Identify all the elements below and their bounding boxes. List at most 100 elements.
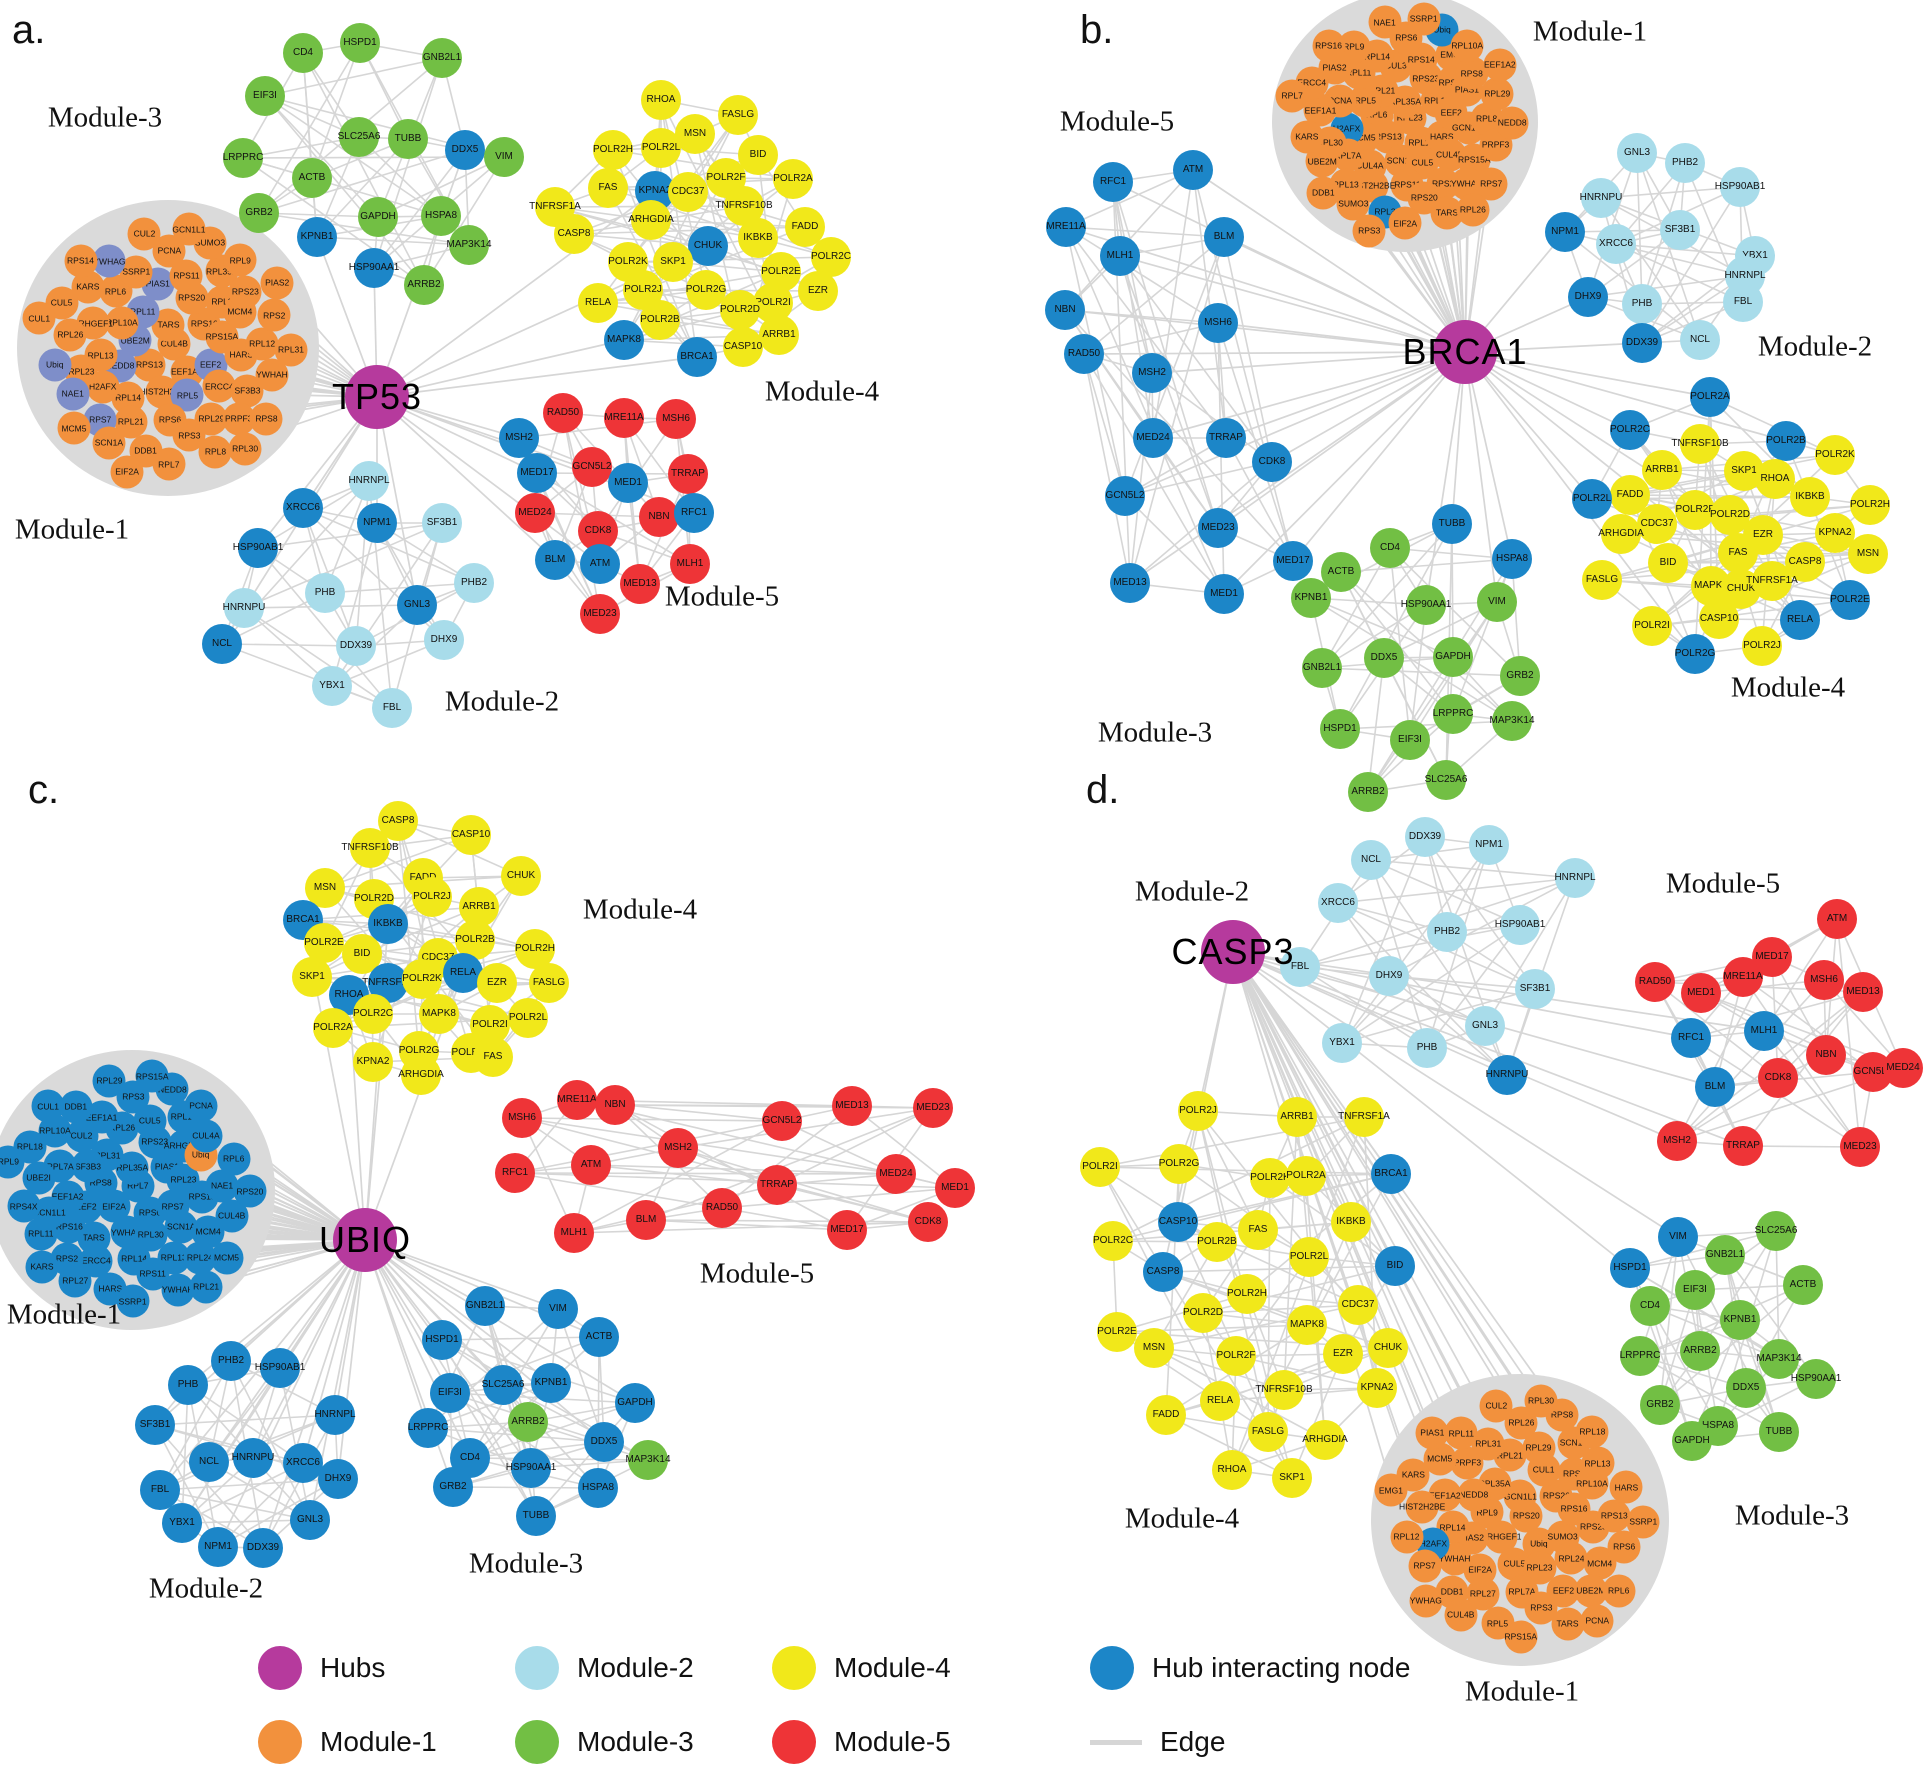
node-hnrnpu[interactable]: HNRNPU [232,1438,274,1478]
node-trrap[interactable]: TRRAP [1723,1126,1763,1166]
node-ybx1[interactable]: YBX1 [162,1503,202,1543]
node-polr2h[interactable]: POLR2H [515,929,555,969]
node-rpl24[interactable]: RPL24 [1554,1541,1588,1575]
node-arrb2[interactable]: ARRB2 [404,265,444,305]
node-ywhah[interactable]: YWHAH [1438,1542,1472,1576]
node-rpl30[interactable]: RPL30 [1524,1384,1558,1418]
node-hsp90ab1[interactable]: HSP90AB1 [233,528,283,568]
node-rpl6[interactable]: RPL6 [1602,1574,1636,1608]
node-pias1[interactable]: PIAS1 [1415,1416,1449,1450]
node-fas[interactable]: FAS [588,168,628,208]
node-rad50[interactable]: RAD50 [702,1188,742,1228]
node-rps4x[interactable]: RPS4X [7,1189,41,1223]
node-phb2[interactable]: PHB2 [1427,912,1467,952]
node-cul1[interactable]: CUL1 [22,301,56,335]
node-slc25a6[interactable]: SLC25A6 [1755,1211,1797,1251]
node-map3k14[interactable]: MAP3K14 [625,1440,671,1480]
node-ube2i[interactable]: UBE2I [22,1161,56,1195]
node-faslg[interactable]: FASLG [1248,1412,1288,1452]
node-skp1[interactable]: SKP1 [653,242,693,282]
node-polr2a[interactable]: POLR2A [1286,1156,1326,1196]
node-casp10[interactable]: CASP10 [1699,599,1739,639]
node-msn[interactable]: MSN [675,114,715,154]
node-emg1[interactable]: EMG1 [1374,1473,1408,1507]
node-rps20[interactable]: RPS20 [233,1174,267,1208]
node-arhgdia[interactable]: ARHGDIA [1598,514,1644,554]
node-cd4[interactable]: CD4 [1630,1286,1670,1326]
node-sf3b1[interactable]: SF3B1 [1660,210,1700,250]
node-scn1a[interactable]: SCN1A [92,426,126,460]
node-map3k14[interactable]: MAP3K14 [446,225,492,265]
node-casp10[interactable]: CASP10 [1158,1202,1198,1242]
node-mre11a[interactable]: MRE11A [1046,207,1086,247]
node-tubb[interactable]: TUBB [516,1496,556,1536]
node-bid[interactable]: BID [1648,543,1688,583]
node-actb[interactable]: ACTB [1321,552,1361,592]
node-gnb2l1[interactable]: GNB2L1 [1705,1235,1745,1275]
node-grb2[interactable]: GRB2 [239,193,279,233]
node-xrcc6[interactable]: XRCC6 [283,488,323,528]
node-faslg[interactable]: FASLG [1582,560,1622,600]
node-gnb2l1[interactable]: GNB2L1 [1302,648,1342,688]
node-hnrnpl[interactable]: HNRNPL [1554,858,1596,898]
node-map3k14[interactable]: MAP3K14 [1489,701,1535,741]
node-fbl[interactable]: FBL [1280,947,1320,987]
node-eif3i[interactable]: EIF3I [430,1373,470,1413]
node-polr2c[interactable]: POLR2C [811,237,851,277]
node-mre11a[interactable]: MRE11A [604,398,644,438]
node-pcna[interactable]: PCNA [1580,1604,1614,1638]
node-ezr[interactable]: EZR [798,271,838,311]
node-med24[interactable]: MED24 [515,493,555,533]
node-actb[interactable]: ACTB [1783,1265,1823,1305]
node-tnfrsf1a[interactable]: TNFRSF1A [1746,561,1798,601]
node-fas[interactable]: FAS [1718,533,1758,573]
node-vim[interactable]: VIM [484,137,524,177]
node-xrcc6[interactable]: XRCC6 [1318,883,1358,923]
node-npm1[interactable]: NPM1 [357,503,397,543]
node-rfc1[interactable]: RFC1 [674,493,714,533]
node-tubb[interactable]: TUBB [388,119,428,159]
node-mlh1[interactable]: MLH1 [1100,236,1140,276]
node-gnb2l1[interactable]: GNB2L1 [465,1286,505,1326]
node-trrap[interactable]: TRRAP [757,1165,797,1205]
node-nbn[interactable]: NBN [595,1085,635,1125]
node-hnrnpl[interactable]: HNRNPL [348,461,390,501]
node-prpf3[interactable]: PRPF3 [222,402,256,436]
node-gapdh[interactable]: GAPDH [1433,637,1473,677]
node-casp10[interactable]: CASP10 [723,327,763,367]
node-map3k14[interactable]: MAP3K14 [1756,1339,1802,1379]
node-hspd1[interactable]: HSPD1 [1320,709,1360,749]
node-rpl26[interactable]: RPL26 [53,318,87,352]
node-fas[interactable]: FAS [473,1037,513,1077]
node-polr2a[interactable]: POLR2A [1690,377,1730,417]
node-cul2[interactable]: CUL2 [127,217,161,251]
node-hnrnpu[interactable]: HNRNPU [223,588,265,628]
node-med13[interactable]: MED13 [1843,972,1883,1012]
node-rpl21[interactable]: RPL21 [189,1270,223,1304]
node-slc25a6[interactable]: SLC25A6 [482,1365,524,1405]
node-polr2d[interactable]: POLR2D [720,290,760,330]
node-rps16[interactable]: RPS16 [1312,29,1346,63]
node-hnrnpu[interactable]: HNRNPU [1486,1055,1528,1095]
node-dhx9[interactable]: DHX9 [1369,956,1409,996]
node-gnb2l1[interactable]: GNB2L1 [422,38,462,78]
node-cdk8[interactable]: CDK8 [1252,442,1292,482]
node-skp1[interactable]: SKP1 [292,957,332,997]
node-polr2l[interactable]: POLR2L [1289,1237,1329,1277]
node-arhgdia[interactable]: ARHGDIA [628,200,674,240]
node-phb[interactable]: PHB [305,573,345,613]
node-hsp90ab1[interactable]: HSP90AB1 [255,1348,305,1388]
node-arrb1[interactable]: ARRB1 [1277,1097,1317,1137]
node-casp8[interactable]: CASP8 [1785,542,1825,582]
node-rfc1[interactable]: RFC1 [1093,162,1133,202]
node-ybx1[interactable]: YBX1 [312,666,352,706]
node-msh6[interactable]: MSH6 [1198,303,1238,343]
node-ezr[interactable]: EZR [477,963,517,1003]
node-kars[interactable]: KARS [25,1250,59,1284]
node-mre11a[interactable]: MRE11A [557,1080,597,1120]
node-ddb1[interactable]: DDB1 [1306,176,1340,210]
node-rhoa[interactable]: RHOA [1212,1450,1252,1490]
node-rfc1[interactable]: RFC1 [1671,1018,1711,1058]
node-polr2j[interactable]: POLR2J [623,270,663,310]
node-ssrp1[interactable]: SSRP1 [1626,1505,1660,1539]
